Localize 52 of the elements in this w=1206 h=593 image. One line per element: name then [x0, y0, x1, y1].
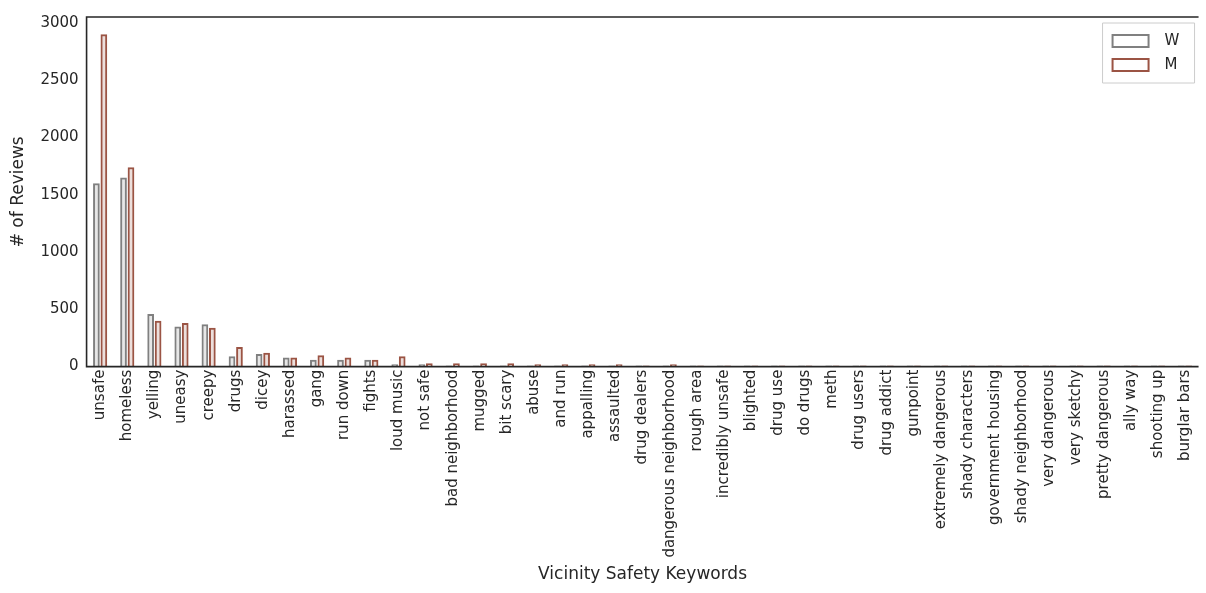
x-tick-label: rough area — [686, 369, 705, 452]
x-tick-label: unsafe — [90, 369, 109, 421]
x-tick-label: gunpoint — [903, 369, 922, 437]
x-tick-label: mugged — [469, 369, 488, 432]
legend-label: M — [1164, 54, 1178, 73]
x-tick-label: bad neighborhood — [442, 369, 461, 507]
x-tick-label: yelling — [144, 369, 163, 420]
legend-label: W — [1164, 30, 1180, 49]
x-tick-label: gang — [307, 369, 325, 408]
x-tick-label: harassed — [279, 369, 298, 439]
y-axis-title: # of Reviews — [6, 136, 27, 248]
x-tick-label: ally way — [1120, 369, 1139, 432]
x-tick-label: appalling — [578, 369, 597, 439]
x-tick-label: do drugs — [795, 369, 814, 436]
x-tick-label: dicey — [252, 369, 271, 410]
x-tick-label: government housing — [985, 369, 1004, 526]
x-tick-label: incredibly unsafe — [713, 369, 732, 499]
x-tick-label: not safe — [415, 369, 434, 431]
x-tick-label: run down — [334, 369, 353, 441]
x-tick-label: drug use — [768, 369, 787, 436]
x-tick-label: pretty dangerous — [1093, 369, 1112, 499]
x-tick-label: creepy — [198, 369, 217, 421]
x-axis-title: Vicinity Safety Keywords — [538, 563, 748, 584]
x-tick-label: fights — [361, 369, 380, 412]
x-tick-label: assaulted — [605, 369, 624, 442]
y-tick-label: 2500 — [40, 69, 79, 88]
x-tick-label: shooting up — [1147, 369, 1166, 459]
x-tick-label: abuse — [523, 369, 542, 415]
x-tick-label: drug addict — [876, 369, 895, 456]
x-tick-label: dangerous neighborhood — [659, 369, 678, 558]
x-tick-label: burglar bars — [1174, 369, 1193, 462]
x-tick-label: blighted — [740, 369, 759, 432]
x-tick-label: and run — [551, 369, 570, 428]
x-tick-label: uneasy — [171, 369, 190, 424]
y-tick-label: 2000 — [40, 127, 79, 146]
x-tick-label: loud music — [388, 369, 407, 452]
x-tick-label: very dangerous — [1039, 369, 1058, 487]
x-tick-label: drug users — [849, 369, 868, 450]
x-tick-label: extremely dangerous — [930, 369, 949, 530]
y-tick-label: 3000 — [40, 12, 79, 31]
y-tick-label: 500 — [49, 299, 79, 318]
x-tick-label: meth — [822, 369, 841, 409]
x-tick-label: bit scary — [496, 369, 515, 435]
x-tick-label: drugs — [225, 369, 244, 413]
x-tick-label: homeless — [117, 369, 136, 442]
x-tick-label: shady characters — [957, 369, 976, 499]
x-tick-label: very sketchy — [1066, 369, 1085, 466]
y-tick-label: 0 — [69, 356, 79, 375]
x-tick-label: drug dealers — [632, 369, 651, 465]
x-tick-label: shady neighborhood — [1012, 369, 1031, 524]
y-tick-label: 1000 — [40, 241, 79, 260]
y-tick-label: 1500 — [40, 184, 79, 203]
